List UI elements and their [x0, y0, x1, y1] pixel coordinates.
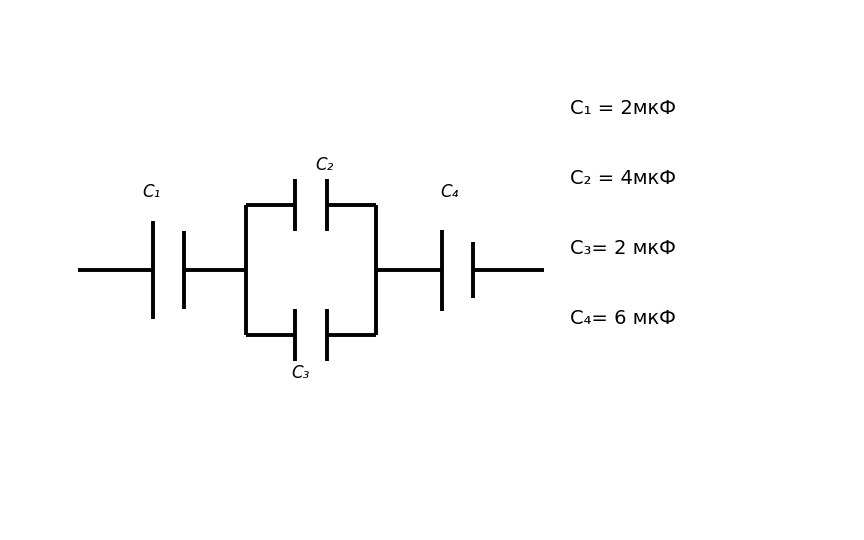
Text: C₄= 6 мкФ: C₄= 6 мкФ: [570, 309, 677, 328]
Text: C₄: C₄: [440, 183, 459, 201]
Text: C₁: C₁: [142, 183, 161, 201]
Text: C₂ = 4мкФ: C₂ = 4мкФ: [570, 168, 677, 188]
Text: C₂: C₂: [314, 156, 334, 174]
Text: C₃: C₃: [291, 363, 310, 382]
Text: C₃= 2 мкФ: C₃= 2 мкФ: [570, 239, 677, 258]
Text: C₁ = 2мкФ: C₁ = 2мкФ: [570, 98, 677, 118]
